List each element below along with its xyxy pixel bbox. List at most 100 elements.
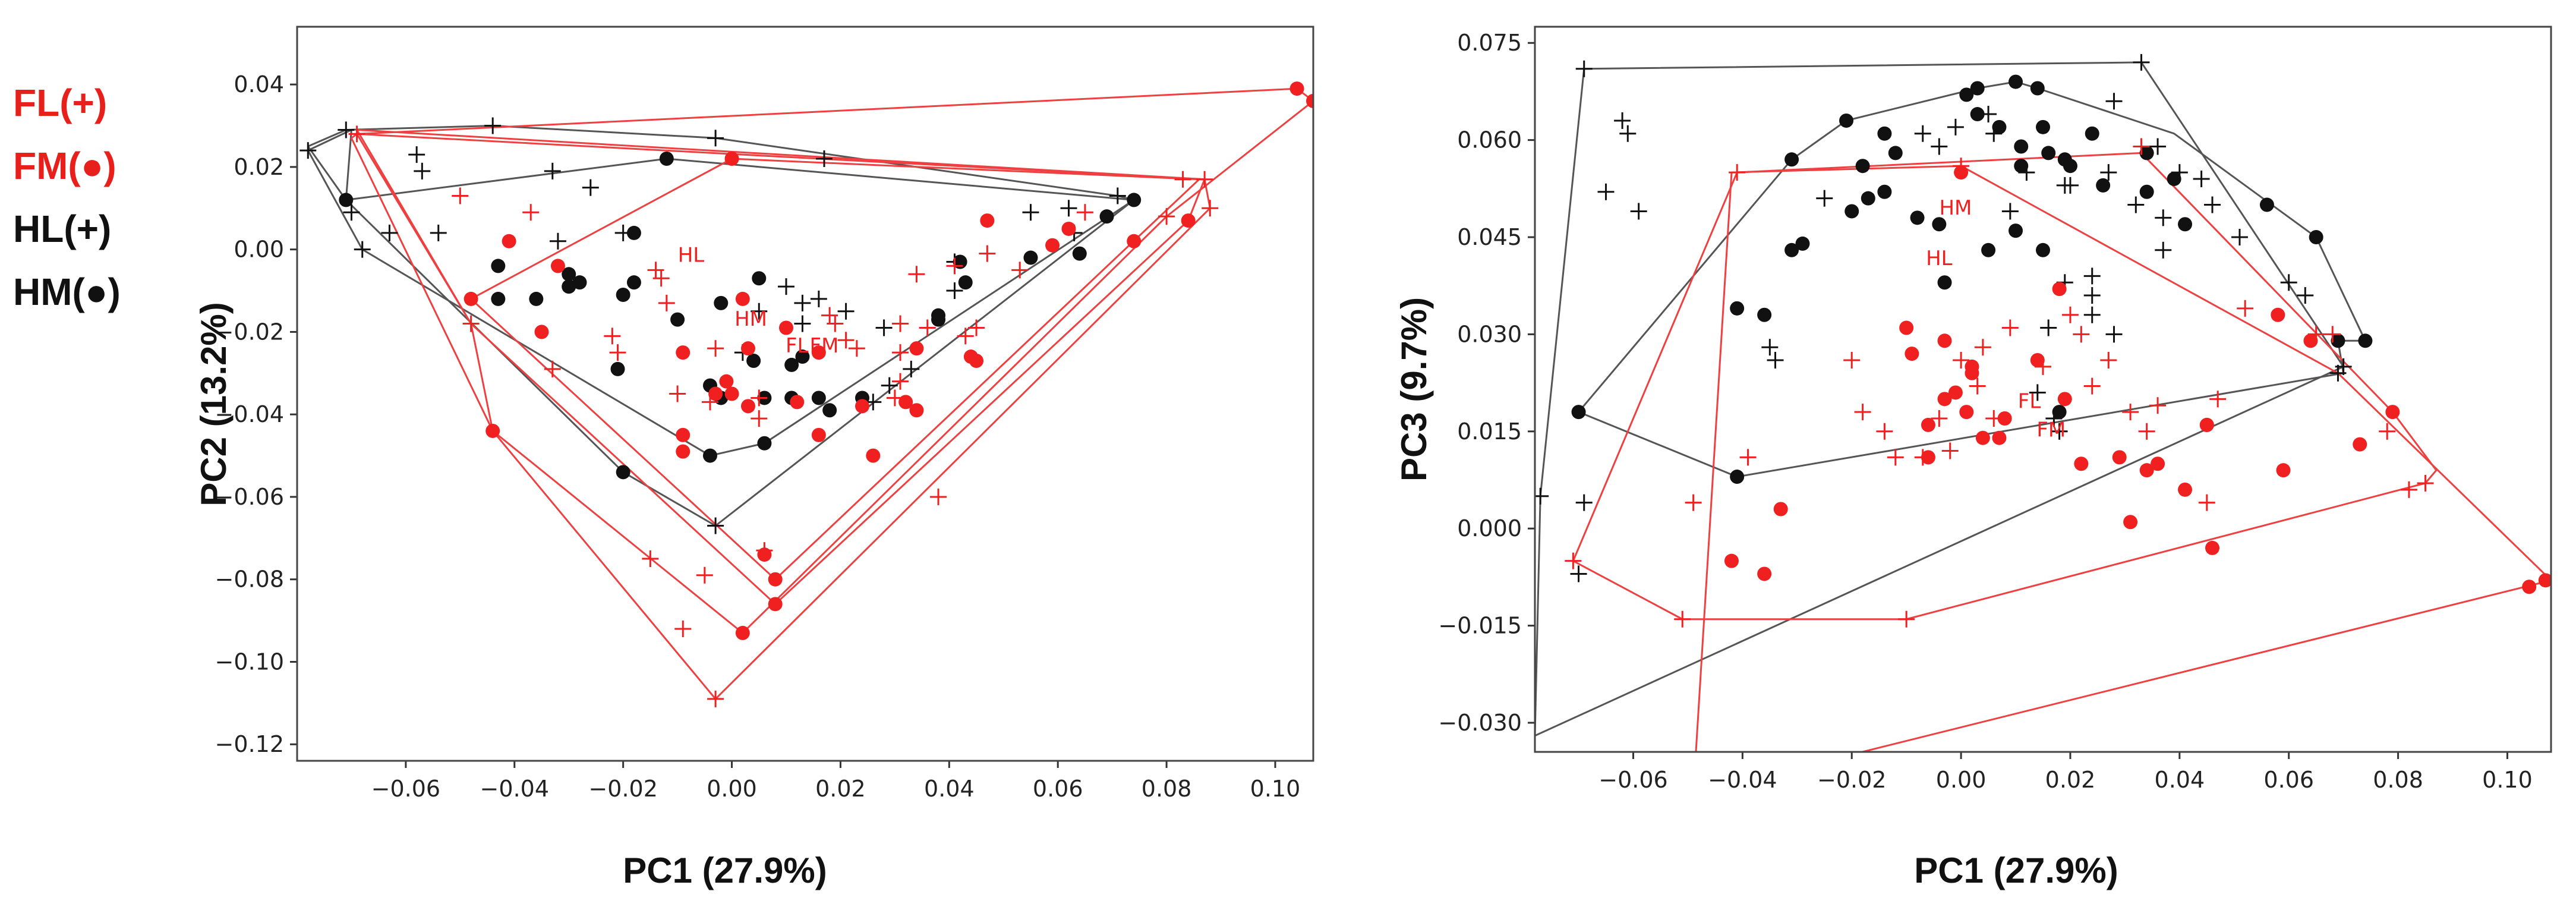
y-tick-label: 0.060 — [1457, 127, 1522, 153]
fl-point — [707, 690, 724, 707]
hm-point — [1970, 81, 1985, 96]
fl-point — [892, 344, 909, 361]
hl-point — [1914, 125, 1931, 142]
y-tick-label: 0.015 — [1457, 418, 1522, 445]
hm-point — [931, 312, 946, 327]
hm-point — [2331, 333, 2345, 348]
hl-point — [2127, 196, 2145, 213]
fm-point — [1127, 234, 1142, 248]
hm-point — [2259, 197, 2274, 212]
hl-point — [2083, 306, 2101, 323]
fl-point — [604, 328, 621, 345]
centroid-label-hm: HM — [1939, 196, 1972, 220]
fm-point — [676, 345, 690, 360]
hm-point — [2009, 74, 2023, 89]
hl-point — [414, 162, 431, 180]
fm-point — [735, 291, 750, 306]
hm-point — [491, 259, 506, 273]
hm-point — [491, 291, 506, 306]
hm-point — [1730, 470, 1745, 484]
y-tick-label: 0.00 — [234, 237, 284, 263]
hm-point — [752, 271, 767, 286]
hl-point — [1597, 183, 1615, 200]
x-tick-label: 0.00 — [707, 776, 757, 802]
hm-point — [339, 193, 354, 207]
fm-point — [2276, 463, 2291, 478]
hl-point — [2231, 229, 2248, 246]
fm-point — [2538, 573, 2551, 588]
fl-point — [2237, 300, 2254, 317]
x-tick-label: −0.06 — [1598, 767, 1667, 793]
fm-point — [676, 444, 690, 459]
fm-point — [2353, 437, 2367, 452]
fl-point — [892, 315, 909, 332]
fl-point — [848, 340, 865, 357]
hl-point — [707, 517, 724, 534]
hm-point — [1992, 119, 2007, 134]
fm-point — [898, 395, 913, 410]
f-hull-line — [470, 158, 1202, 581]
hm-point — [795, 349, 810, 364]
y-tick-label: −0.08 — [215, 566, 284, 593]
fl-point — [1953, 351, 1970, 369]
fl-point — [1876, 423, 1893, 440]
fm-point — [676, 427, 690, 442]
hm-point — [714, 295, 729, 310]
hl-point — [299, 142, 317, 159]
fm-point — [1948, 385, 1963, 400]
fm-point — [811, 345, 826, 360]
fm-point — [1965, 366, 1979, 380]
hm-point — [702, 448, 717, 463]
fl-point — [2083, 377, 2101, 395]
f-hull-line — [356, 133, 1206, 606]
fl-point — [2400, 481, 2417, 498]
hm-point — [2036, 119, 2050, 134]
hm-point — [616, 287, 630, 302]
fl-point — [751, 410, 768, 427]
hm-point — [610, 361, 625, 376]
fm-point — [740, 399, 755, 414]
centroid-label-hl: HL — [678, 243, 705, 267]
hl-point — [946, 282, 963, 300]
fm-point — [2057, 392, 2072, 407]
fm-point — [502, 234, 516, 248]
fm-point — [719, 374, 734, 389]
hl-point — [707, 130, 724, 147]
hl-point — [582, 179, 599, 196]
x-tick-label: −0.04 — [1708, 767, 1777, 793]
fl-point — [979, 245, 996, 262]
hl-point — [1931, 138, 1948, 155]
hm-point — [2085, 126, 2099, 141]
fl-point — [642, 550, 659, 568]
fl-point — [751, 389, 768, 407]
hl-point — [794, 315, 811, 332]
x-axis-label: PC1 (27.9%) — [1914, 851, 2118, 890]
f-hull-line — [1695, 165, 2551, 752]
fl-point — [968, 319, 985, 336]
centroid-label-fm: FM — [2036, 418, 2066, 442]
fm-point — [2139, 463, 2154, 478]
fm-point — [1724, 553, 1739, 568]
fm-point — [2271, 307, 2285, 322]
hl-point — [1947, 118, 1964, 136]
hm-point — [1099, 209, 1114, 224]
hm-point — [2139, 184, 2154, 199]
y-tick-label: 0.075 — [1457, 30, 1522, 56]
hm-point — [1877, 184, 1892, 199]
hl-point — [794, 294, 811, 311]
fm-point — [1997, 411, 2012, 426]
hm-point — [1023, 250, 1038, 265]
fl-point — [2379, 423, 2396, 440]
fl-point — [1202, 200, 1219, 217]
hm-point — [1970, 107, 1985, 122]
fm-point — [1061, 221, 1076, 236]
centroid-label-hl: HL — [1926, 247, 1953, 270]
fm-point — [969, 353, 984, 368]
fl-point — [2001, 319, 2019, 336]
hm-point — [1888, 146, 1903, 160]
fm-point — [768, 597, 783, 612]
y-axis-label: PC3 (9.7%) — [1394, 297, 1434, 481]
x-tick-label: 0.00 — [1936, 767, 1987, 793]
x-tick-label: −0.04 — [480, 776, 549, 802]
hm-point — [1784, 243, 1799, 257]
